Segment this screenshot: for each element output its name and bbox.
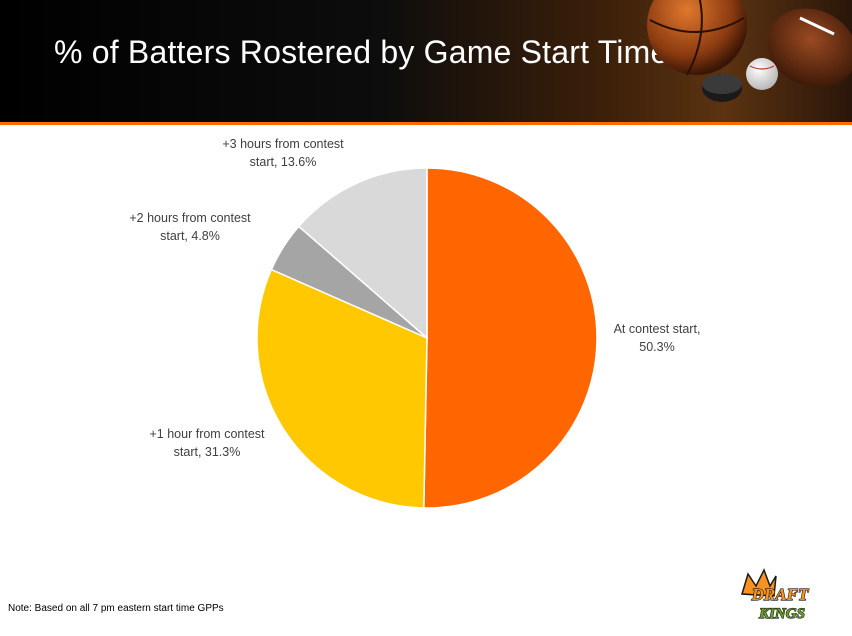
svg-text:KINGS: KINGS bbox=[758, 606, 805, 622]
baseball-icon bbox=[746, 58, 778, 90]
pie-chart: At contest start, 50.3% +1 hour from conte… bbox=[129, 137, 701, 509]
draftkings-logo: DRAFT KINGS bbox=[741, 568, 810, 623]
sports-balls-image bbox=[647, 0, 852, 102]
footnote: Note: Based on all 7 pm eastern start ti… bbox=[8, 603, 224, 614]
pie-slice-2 bbox=[256, 268, 428, 509]
header-accent-line bbox=[0, 122, 852, 125]
slide-title: % of Batters Rostered by Game Start Time bbox=[54, 34, 669, 70]
basketball-icon bbox=[647, 0, 747, 75]
slide-header: % of Batters Rostered by Game Start Time bbox=[0, 0, 852, 122]
slice-label-2: +1 hour from contest start, 31.3% bbox=[150, 427, 266, 459]
slice-label-4: +3 hours from contest start, 13.6% bbox=[222, 137, 344, 169]
crown-icon bbox=[741, 568, 777, 597]
pie-slice-1 bbox=[423, 167, 598, 509]
svg-text:DRAFT: DRAFT bbox=[751, 585, 809, 604]
slice-label-3: +2 hours from contest start, 4.8% bbox=[129, 211, 251, 243]
pie-slice-4 bbox=[297, 167, 428, 340]
football-icon bbox=[767, 8, 852, 88]
slice-label-1: At contest start, 50.3% bbox=[614, 322, 701, 354]
